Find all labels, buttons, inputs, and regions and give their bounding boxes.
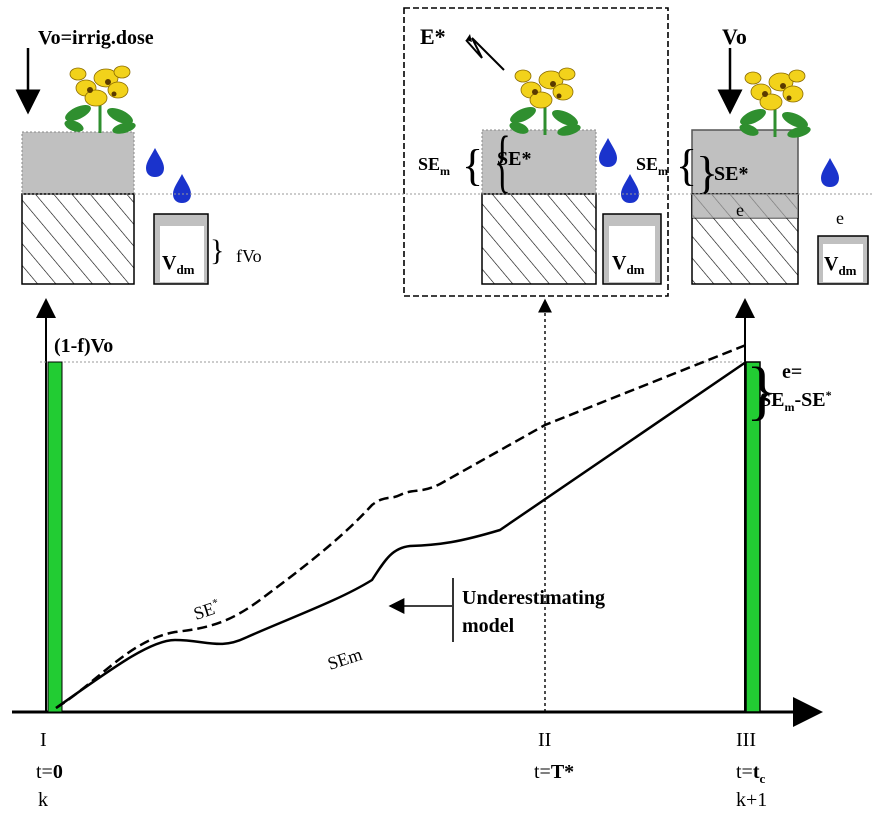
drainage-beaker-inner	[823, 244, 863, 282]
se-star-label: SE*	[714, 163, 748, 185]
vdm-label: Vdm	[612, 252, 645, 277]
stage-2-frame	[403, 7, 669, 297]
fvo-label: fVo	[236, 246, 262, 266]
time-point-step: k+1	[736, 789, 767, 811]
se-star-brace: {	[494, 122, 511, 199]
flower-icon	[61, 64, 139, 138]
vdm-label: Vdm	[824, 253, 857, 278]
vo-label: Vo	[722, 24, 747, 49]
evaporation-arrow	[465, 37, 505, 71]
fvo-brace: }	[210, 234, 224, 267]
se-m-label: SEm	[636, 154, 668, 178]
time-point-2: II t=T*	[534, 729, 574, 783]
underestimating-label-2: model	[462, 615, 515, 637]
sem-curve	[55, 360, 747, 710]
se-m-label: SEm	[418, 154, 450, 178]
water-drop-icon	[821, 158, 839, 187]
se-star-curve	[55, 343, 747, 710]
se-m-brace: {	[676, 141, 697, 190]
irrigation-bar-stage-1	[47, 361, 63, 713]
excess-layer	[692, 194, 798, 218]
e-in-pot-label: e	[736, 200, 744, 220]
time-point-t: t=0	[36, 761, 63, 783]
se-star-brace: }	[696, 147, 718, 198]
flower-icon	[736, 68, 814, 142]
se-star-label: SE*	[497, 148, 531, 170]
time-point-t: t=T*	[534, 761, 574, 783]
graph: (1-f)Vo } e= SEm-SE* SE* SEm Underestima…	[12, 298, 832, 811]
water-drop-icon	[621, 174, 639, 203]
irrigation-bar-stage-3	[745, 361, 761, 713]
e-brace: }	[746, 354, 778, 427]
time-point-3: III t=tc k+1	[736, 729, 767, 811]
underestimating-label-1: Underestimating	[462, 587, 605, 609]
se-m-brace: {	[462, 141, 483, 190]
e-eq-label: e=	[782, 361, 802, 383]
time-point-roman: I	[40, 729, 47, 751]
soil-water-layer	[481, 129, 597, 195]
time-point-roman: II	[538, 729, 551, 751]
pot-stage-3: Vo e SE* } SEm { Vdm e	[636, 24, 869, 285]
soil-water-layer	[21, 131, 135, 195]
e-star-label: E*	[420, 24, 446, 49]
pot-stage-1: Vo=irrig.dose Vdm } fVo	[15, 27, 262, 285]
water-drop-icon	[173, 174, 191, 203]
drainage-beaker-inner	[160, 226, 204, 282]
se-star-curve-label: SE*	[191, 597, 222, 624]
soil-hatched-layer	[21, 193, 135, 285]
water-drop-icon	[146, 148, 164, 177]
time-point-t: t=tc	[736, 761, 766, 786]
flower-icon	[506, 66, 584, 140]
water-drop-icon	[599, 138, 617, 167]
e-beaker-label: e	[836, 208, 844, 228]
pot-stage-2: E* { SE* SEm { Vdm	[403, 7, 669, 297]
soil-hatched-layer	[481, 193, 597, 285]
drainage-beaker-inner	[609, 226, 655, 282]
evaporation-arrowhead	[466, 34, 472, 42]
vdm-label: Vdm	[162, 252, 195, 277]
irrig-dose-label: Vo=irrig.dose	[38, 27, 154, 49]
sem-curve-label: SEm	[325, 644, 364, 674]
time-point-1: I t=0 k	[36, 729, 63, 811]
time-point-step: k	[38, 789, 48, 811]
one-minus-f-vo-label: (1-f)Vo	[54, 335, 113, 357]
time-point-roman: III	[736, 729, 756, 751]
e-formula-label: SEm-SE*	[760, 388, 832, 414]
